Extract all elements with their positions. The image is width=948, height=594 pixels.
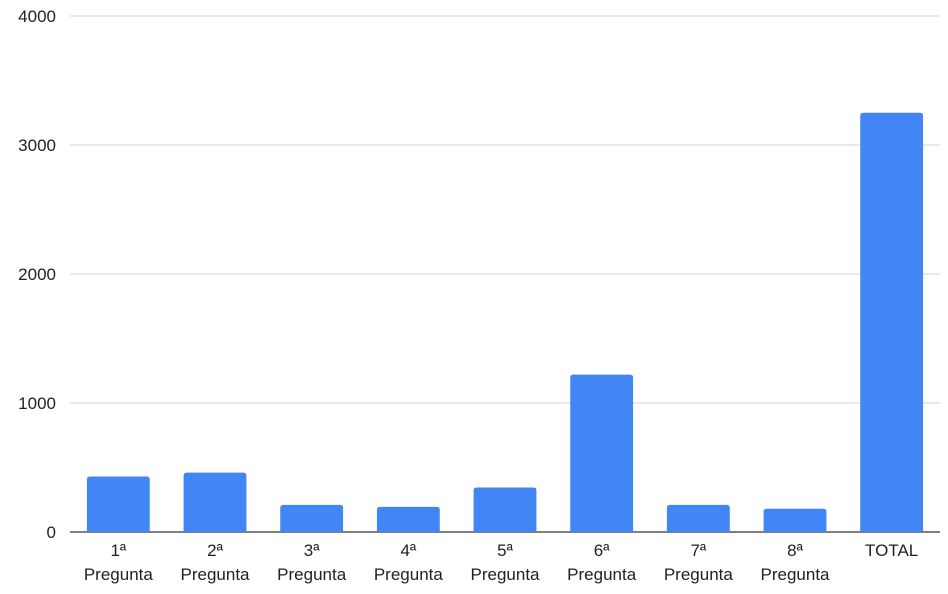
- x-axis-ticks: 1ª Pregunta 2ª Pregunta 3ª Pregunta 4ª Pregunta…: [84, 541, 918, 584]
- y-tick-label: 2000: [18, 265, 56, 284]
- y-tick-label: 3000: [18, 136, 56, 155]
- x-tick-label-line: Pregunta: [471, 565, 541, 584]
- bar-3: [280, 504, 344, 532]
- x-tick-label: 4ª Pregunta: [374, 541, 444, 584]
- x-tick-label-line: Pregunta: [277, 565, 347, 584]
- x-tick-label: 1ª Pregunta: [84, 541, 154, 584]
- bar-6: [570, 374, 634, 532]
- y-tick-label: 4000: [18, 7, 56, 26]
- bar-8: [763, 508, 827, 532]
- x-tick-label-line: Pregunta: [374, 565, 444, 584]
- grid-layer: [70, 15, 940, 533]
- x-tick-label-line: 8ª: [787, 541, 803, 560]
- bars: [86, 112, 924, 532]
- x-tick-label: 6ª Pregunta: [567, 541, 637, 584]
- x-tick-label-line: 7ª: [690, 541, 706, 560]
- bar-5: [473, 487, 537, 532]
- x-tick-label-line: Pregunta: [181, 565, 251, 584]
- x-tick-label-line: Pregunta: [567, 565, 637, 584]
- x-tick-label-line: Pregunta: [84, 565, 154, 584]
- x-tick-label-line: TOTAL: [865, 541, 918, 560]
- x-tick-label-line: 1ª: [110, 541, 126, 560]
- y-axis-ticks: 0 1000 2000 3000 4000: [18, 7, 56, 542]
- y-tick-label: 1000: [18, 394, 56, 413]
- x-tick-label-line: 3ª: [304, 541, 320, 560]
- x-tick-label: 5ª Pregunta: [471, 541, 541, 584]
- x-tick-label: TOTAL: [865, 541, 918, 560]
- bar-2: [183, 472, 247, 532]
- x-tick-label-line: 6ª: [594, 541, 610, 560]
- bar-4: [376, 506, 440, 532]
- x-tick-label-line: 4ª: [400, 541, 416, 560]
- bar-9: [860, 112, 924, 532]
- x-tick-label: 8ª Pregunta: [761, 541, 831, 584]
- bar-1: [86, 476, 150, 532]
- x-tick-label-line: Pregunta: [761, 565, 831, 584]
- y-tick-label: 0: [47, 523, 56, 542]
- x-tick-label: 2ª Pregunta: [181, 541, 251, 584]
- bar-7: [666, 504, 730, 532]
- x-tick-label-line: 5ª: [497, 541, 513, 560]
- x-tick-label: 7ª Pregunta: [664, 541, 734, 584]
- x-tick-label-line: Pregunta: [664, 565, 734, 584]
- x-tick-label: 3ª Pregunta: [277, 541, 347, 584]
- x-tick-label-line: 2ª: [207, 541, 223, 560]
